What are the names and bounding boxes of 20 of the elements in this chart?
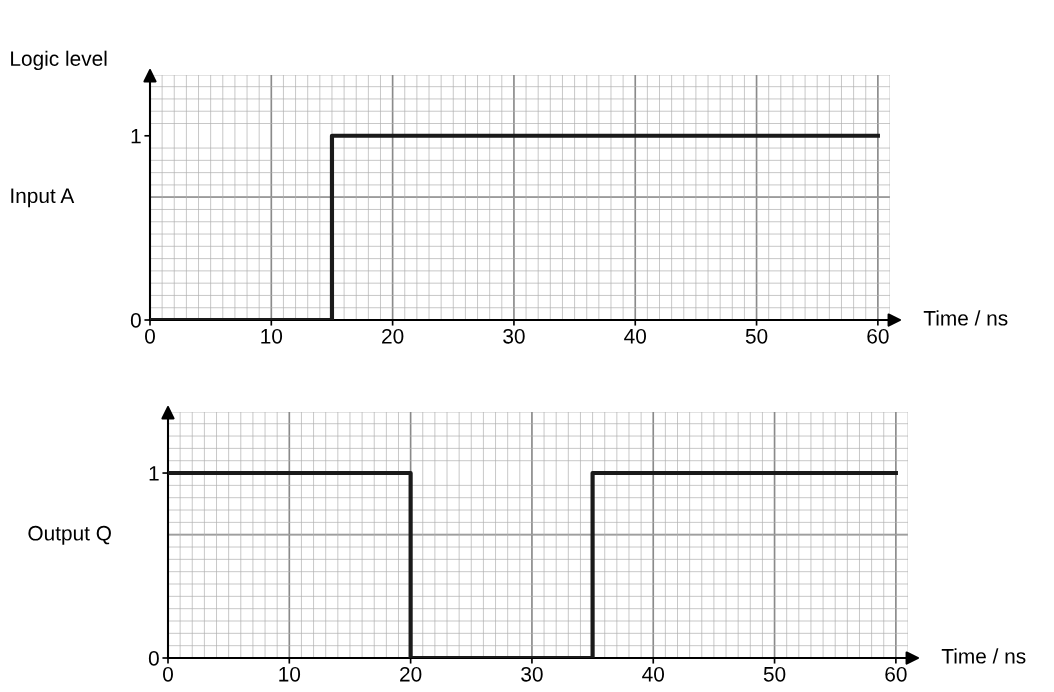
x-tick-label: 10 [261,328,283,344]
y-axis-title: Input A [11,188,75,208]
x-tick-label: 50 [763,666,786,682]
y-tick-label: 1 [131,129,141,144]
x-tick-label: 20 [400,666,422,682]
x-tick-label: 0 [163,666,173,682]
x-tick-label: 60 [867,328,889,344]
x-tick-label: 40 [624,328,647,344]
x-axis-title: Time / ns [923,310,1008,326]
x-tick-label: 30 [521,666,543,682]
x-tick-label: 40 [642,666,665,682]
x-tick-label: 20 [382,328,404,344]
x-tick-label: 30 [503,328,525,344]
y-tick-label: 1 [149,466,159,481]
x-tick-label: 50 [745,328,768,344]
x-axis-title: Time / ns [941,648,1026,664]
y-axis-title: Output Q [28,525,111,545]
x-tick-label: 10 [279,666,301,682]
x-tick-label: 60 [885,666,907,682]
text: Logic level [11,50,107,71]
